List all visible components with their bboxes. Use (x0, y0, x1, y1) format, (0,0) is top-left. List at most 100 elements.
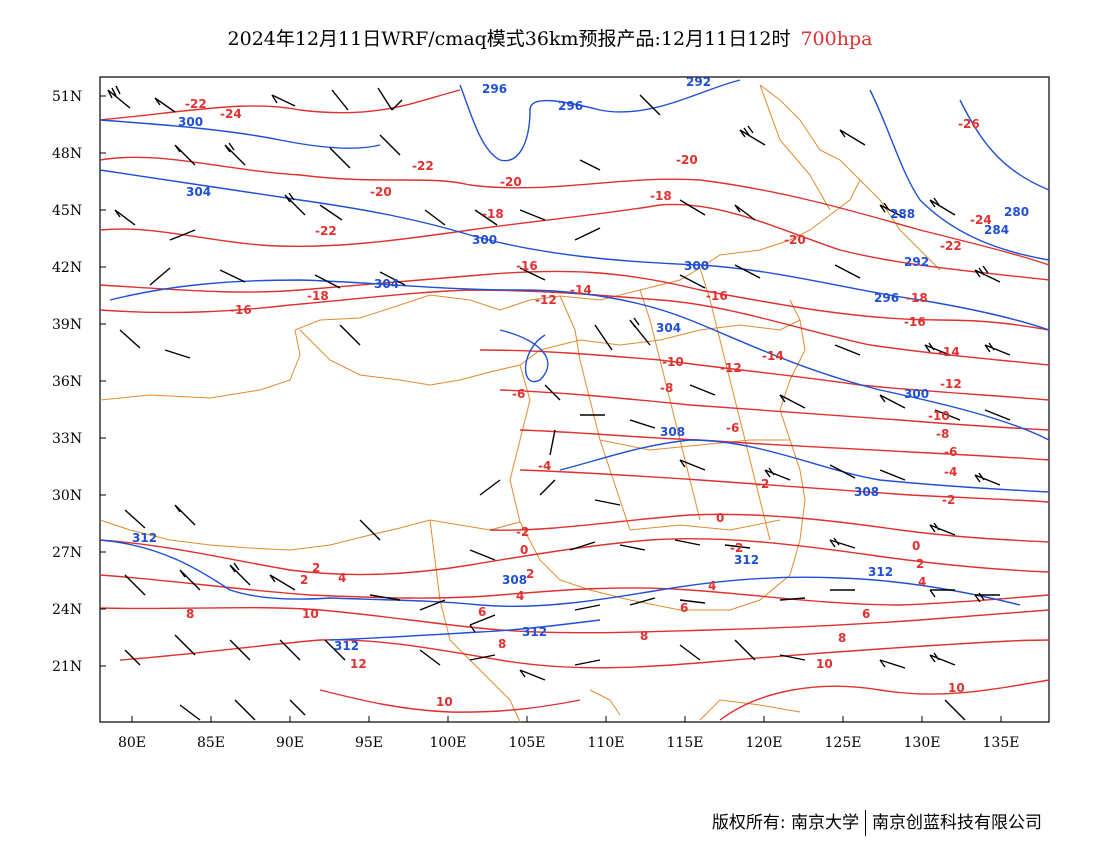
temp-label: -24 (970, 213, 992, 227)
temp-label: -18 (906, 291, 928, 305)
temp-label: -14 (570, 283, 592, 297)
geopotential-labels: 296 296 292 300 304 300 304 300 304 296 … (132, 75, 1029, 653)
gph-label: 292 (904, 255, 929, 269)
temp-label: -6 (944, 445, 957, 459)
temp-label: 6 (862, 607, 870, 621)
axis-ticks (100, 95, 1002, 722)
gph-label: 296 (482, 82, 507, 96)
temp-label: 8 (186, 607, 194, 621)
temp-label: -10 (928, 409, 950, 423)
temp-label: 10 (436, 695, 453, 709)
gph-label: 300 (684, 259, 709, 273)
gph-label: 300 (472, 233, 497, 247)
temp-label: -18 (482, 207, 504, 221)
wind-barbs (107, 85, 1011, 721)
temp-label: -16 (230, 303, 252, 317)
copyright-footer: 版权所有: 南京大学 南京创蓝科技有限公司 (712, 808, 1042, 836)
lat-label: 27N (52, 545, 82, 561)
map-title: 2024年12月11日WRF/cmaq模式36km预报产品:12月11日12时 7… (0, 24, 1100, 51)
temp-label: 10 (302, 607, 319, 621)
temp-label: 4 (338, 571, 346, 585)
lat-label: 42N (52, 260, 82, 276)
temp-label: 10 (816, 657, 833, 671)
temp-label: -16 (706, 289, 728, 303)
temp-label: -16 (904, 315, 926, 329)
gph-label: 300 (904, 387, 929, 401)
gph-label: 284 (984, 223, 1009, 237)
temp-label: -6 (726, 421, 739, 435)
temp-label: 4 (918, 575, 926, 589)
lon-label: 100E (430, 735, 467, 751)
gph-label: 312 (868, 565, 893, 579)
temp-label: 4 (516, 589, 524, 603)
temp-label: -26 (958, 117, 980, 131)
temp-label: -24 (220, 107, 242, 121)
lon-label: 120E (746, 735, 783, 751)
temp-label: -18 (307, 289, 329, 303)
temp-label: 0 (520, 543, 528, 557)
temp-label: -12 (535, 293, 557, 307)
lat-label: 51N (52, 89, 82, 105)
gph-label: 312 (132, 531, 157, 545)
temp-label: -22 (412, 159, 434, 173)
gph-label: 280 (1004, 205, 1029, 219)
lat-label: 45N (52, 203, 82, 219)
temp-label: -22 (185, 97, 207, 111)
temp-label: 8 (838, 631, 846, 645)
lon-label: 105E (509, 735, 546, 751)
lat-label: 39N (52, 317, 82, 333)
temp-label: 6 (680, 601, 688, 615)
lon-label: 80E (118, 735, 146, 751)
lon-label: 115E (667, 735, 704, 751)
lon-label: 135E (983, 735, 1020, 751)
lat-label: 36N (52, 374, 82, 390)
geopotential-contours (100, 79, 1049, 641)
temp-label: 2 (916, 557, 924, 571)
temp-label: -14 (938, 345, 960, 359)
temp-label: -20 (370, 185, 392, 199)
lon-label: 110E (588, 735, 625, 751)
footer-divider (865, 810, 866, 836)
gph-label: 292 (686, 75, 711, 89)
temp-label: -12 (940, 377, 962, 391)
country-province-boundaries (100, 84, 941, 722)
title-level: 700hpa (800, 28, 873, 50)
lat-label: 24N (52, 602, 82, 618)
temp-label: -22 (315, 224, 337, 238)
lon-label: 130E (904, 735, 941, 751)
gph-label: 304 (186, 185, 211, 199)
temp-label: -10 (662, 355, 684, 369)
temperature-labels: -22 -24 -22 -20 -20 -18 -20 -22 -18 -16 … (185, 97, 992, 709)
temp-label: 2 (312, 561, 320, 575)
temp-label: 8 (498, 637, 506, 651)
gph-label: 312 (334, 639, 359, 653)
lon-label: 125E (825, 735, 862, 751)
temp-label: -18 (650, 189, 672, 203)
longitude-labels: 80E 85E 90E 95E 100E 105E 110E 115E 120E… (118, 735, 1020, 751)
temp-label: 4 (708, 579, 716, 593)
temperature-contours (100, 89, 1049, 721)
lat-label: 48N (52, 146, 82, 162)
temp-label: -2 (942, 493, 955, 507)
temp-label: 2 (526, 567, 534, 581)
gph-label: 296 (874, 291, 899, 305)
gph-label: 300 (178, 115, 203, 129)
latitude-labels: 51N 48N 45N 42N 39N 36N 33N 30N 27N 24N … (52, 89, 82, 675)
temp-label: 10 (948, 681, 965, 695)
temp-label: -16 (516, 259, 538, 273)
temp-label: 6 (478, 605, 486, 619)
temp-label: 12 (350, 657, 367, 671)
gph-label: 312 (522, 625, 547, 639)
copyright-owner: 版权所有: 南京大学 (711, 813, 859, 833)
temp-label: 0 (912, 539, 920, 553)
gph-label: 288 (890, 207, 915, 221)
lon-label: 95E (355, 735, 383, 751)
temp-label: -2 (730, 541, 743, 555)
temp-label: 0 (716, 511, 724, 525)
temp-label: -6 (512, 387, 525, 401)
copyright-company: 南京创蓝科技有限公司 (872, 813, 1042, 833)
temp-label: -20 (676, 153, 698, 167)
temp-label: -20 (784, 233, 806, 247)
gph-label: 296 (558, 99, 583, 113)
